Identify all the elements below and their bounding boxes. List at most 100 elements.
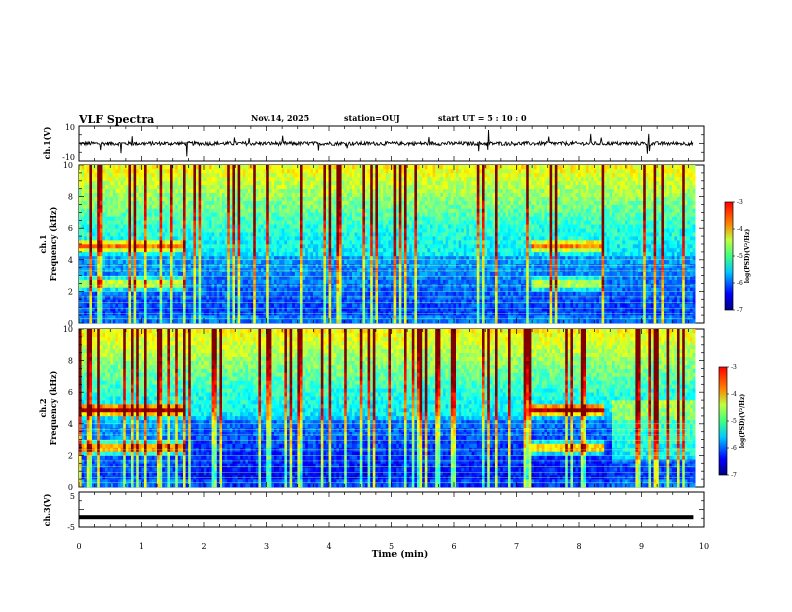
spectrogram-cell <box>108 287 111 291</box>
spectrogram-cell <box>248 315 251 319</box>
spectrogram-cell <box>118 228 121 232</box>
ch1-waveform-ylabel: ch.1(V) <box>42 126 52 159</box>
spectrogram-cell <box>232 169 235 173</box>
spectrogram-cell <box>123 208 126 212</box>
spectrogram-cell <box>253 264 256 268</box>
spectrogram-cell <box>243 185 246 189</box>
spectrogram-cell <box>165 268 168 272</box>
spectrogram-cell <box>245 272 248 276</box>
spectrogram-cell <box>253 216 256 220</box>
spectrogram-cell <box>160 224 163 228</box>
spectrogram-cell <box>186 295 189 299</box>
spectrogram-cell <box>191 232 194 236</box>
spectrogram-cell <box>110 208 113 212</box>
spectrogram-cell <box>165 169 168 173</box>
spectrogram-cell <box>204 272 207 276</box>
spectrogram-cell <box>212 228 215 232</box>
spectrogram-cell <box>89 240 92 244</box>
spectrogram-cell <box>87 189 90 193</box>
spectrogram-cell <box>110 212 113 216</box>
spectrogram-cell <box>253 303 256 307</box>
spectrogram-cell <box>178 264 181 268</box>
spectrogram-cell <box>152 208 155 212</box>
spectrogram-cell <box>139 311 142 315</box>
spectrogram-cell <box>248 193 251 197</box>
spectrogram-cell <box>258 236 261 240</box>
spectrogram-cell <box>191 216 194 220</box>
spectrogram-cell <box>131 268 134 272</box>
spectrogram-cell <box>147 197 150 201</box>
spectrogram-cell <box>110 197 113 201</box>
spectrogram-cell <box>180 189 183 193</box>
spectrogram-cell <box>134 189 137 193</box>
spectrogram-cell <box>243 299 246 303</box>
spectrogram-cell <box>183 236 186 240</box>
spectrogram-cell <box>204 205 207 209</box>
spectrogram-cell <box>79 189 82 193</box>
spectrogram-cell <box>219 224 222 228</box>
spectrogram-cell <box>154 272 157 276</box>
spectrogram-cell <box>136 319 139 323</box>
spectrogram-cell <box>152 264 155 268</box>
spectrogram-cell <box>144 295 147 299</box>
spectrogram-cell <box>128 307 131 311</box>
spectrogram-cell <box>175 212 178 216</box>
spectrogram-cell <box>126 236 129 240</box>
spectrogram-cell <box>232 224 235 228</box>
spectrogram-cell <box>188 177 191 181</box>
spectrogram-cell <box>238 236 241 240</box>
spectrogram-cell <box>201 252 204 256</box>
spectrogram-cell <box>232 197 235 201</box>
spectrogram-cell <box>139 303 142 307</box>
spectrogram-cell <box>144 205 147 209</box>
spectrogram-cell <box>95 272 98 276</box>
spectrogram-cell <box>113 201 116 205</box>
spectrogram-cell <box>139 201 142 205</box>
spectrogram-cell <box>230 177 233 181</box>
spectrogram-cell <box>222 185 225 189</box>
spectrogram-cell <box>222 212 225 216</box>
spectrogram-cell <box>89 189 92 193</box>
spectrogram-cell <box>186 236 189 240</box>
spectrogram-cell <box>141 291 144 295</box>
spectrogram-cell <box>214 205 217 209</box>
spectrogram-cell <box>178 228 181 232</box>
spectrogram-cell <box>102 169 105 173</box>
spectrogram-cell <box>193 291 196 295</box>
spectrogram-cell <box>105 236 108 240</box>
spectrogram-cell <box>180 212 183 216</box>
spectrogram-cell <box>173 303 176 307</box>
spectrogram-cell <box>256 173 259 177</box>
spectrogram-cell <box>92 272 95 276</box>
spectrogram-cell <box>219 280 222 284</box>
spectrogram-cell <box>154 264 157 268</box>
spectrogram-cell <box>162 212 165 216</box>
spectrogram-cell <box>175 303 178 307</box>
spectrogram-cell <box>110 169 113 173</box>
spectrogram-cell <box>165 236 168 240</box>
spectrogram-cell <box>186 311 189 315</box>
spectrogram-cell <box>97 256 100 260</box>
spectrogram-cell <box>196 165 199 169</box>
spectrogram-cell <box>212 220 215 224</box>
spectrogram-cell <box>196 177 199 181</box>
spectrogram-cell <box>84 173 87 177</box>
spectrogram-cell <box>191 295 194 299</box>
spectrogram-cell <box>235 181 238 185</box>
spectrogram-cell <box>165 260 168 264</box>
spectrogram-cell <box>167 216 170 220</box>
spectrogram-cell <box>248 232 251 236</box>
spectrogram-cell <box>144 256 147 260</box>
spectrogram-cell <box>206 248 209 252</box>
spectrogram-cell <box>113 189 116 193</box>
spectrogram-cell <box>170 181 173 185</box>
spectrogram-cell <box>173 299 176 303</box>
spectrogram-cell <box>131 264 134 268</box>
spectrogram-cell <box>105 193 108 197</box>
spectrogram-cell <box>196 268 199 272</box>
spectrogram-cell <box>199 177 202 181</box>
spectrogram-cell <box>134 224 137 228</box>
spectrogram-cell <box>204 216 207 220</box>
spectrogram-cell <box>243 169 246 173</box>
spectrogram-cell <box>165 173 168 177</box>
